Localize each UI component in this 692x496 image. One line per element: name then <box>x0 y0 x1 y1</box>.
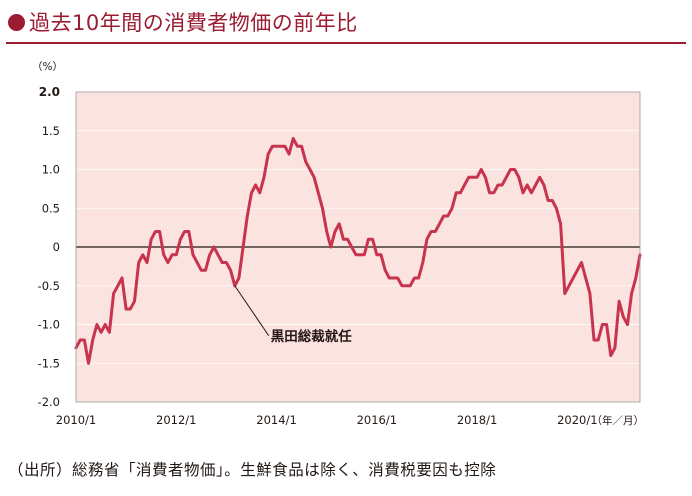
y-tick-label: -1.0 <box>38 318 60 332</box>
chart-title-text: 過去10年間の消費者物価の前年比 <box>29 11 358 35</box>
x-tick-label: 2010/1 <box>56 413 96 427</box>
x-axis-unit: （年／月） <box>592 414 645 427</box>
source-note: （出所）総務省「消費者物価」。生鮮食品は除く、消費税要因も控除 <box>8 461 497 479</box>
bullet-circle-icon <box>8 13 25 31</box>
y-tick-label: -1.5 <box>38 356 60 370</box>
x-tick-label: 2016/1 <box>357 413 397 427</box>
line-chart: -2.0 -1.5 -1.0 -0.5 0 0.5 1.0 1.5 2.0 2010/1 2012… <box>32 61 645 427</box>
x-tick-label: 2014/1 <box>256 413 296 427</box>
x-tick-label: 2012/1 <box>156 413 196 427</box>
y-tick-label: 0.5 <box>42 201 60 215</box>
y-tick-labels: -2.0 -1.5 -1.0 -0.5 0 0.5 1.0 1.5 2.0 <box>38 85 60 409</box>
chart-title: 過去10年間の消費者物価の前年比 <box>8 6 684 38</box>
y-tick-label: -0.5 <box>38 279 60 293</box>
y-tick-label: 1.0 <box>42 163 60 177</box>
cpi-yoy-line <box>74 137 642 365</box>
title-underline <box>6 42 686 44</box>
plot-frame <box>75 91 641 403</box>
annotation-label: 黒田総裁就任 <box>271 328 352 345</box>
x-tick-labels: 2010/1 2012/1 2014/1 2016/1 2018/1 2020/1 <box>56 413 598 427</box>
y-tick-label: 1.5 <box>42 124 60 138</box>
x-tick-label: 2020/1 <box>557 413 597 427</box>
y-axis-unit: （%） <box>32 61 63 73</box>
annotation-leader-line <box>234 285 270 337</box>
y-tick-label: -2.0 <box>38 395 60 409</box>
x-tick-label: 2018/1 <box>457 413 497 427</box>
y-tick-label: 0 <box>53 240 60 254</box>
y-tick-label: 2.0 <box>39 85 60 99</box>
